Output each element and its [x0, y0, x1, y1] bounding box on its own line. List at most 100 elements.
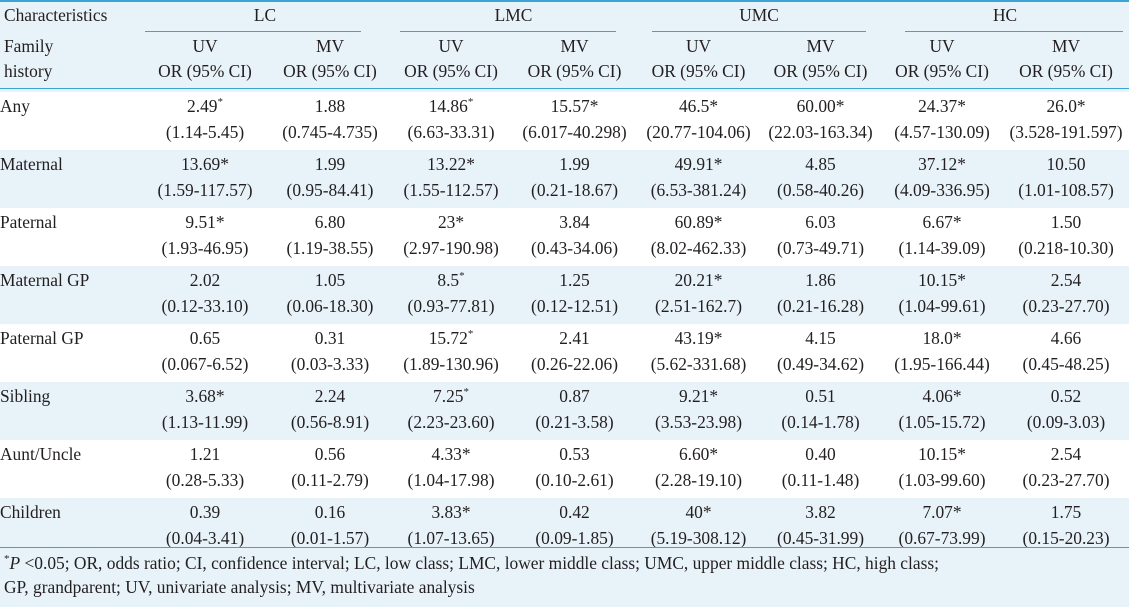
- confidence-interval: (1.93-46.95): [161, 238, 249, 258]
- row-label: Maternal: [0, 150, 140, 208]
- odds-ratio-value: 2.24: [270, 383, 390, 409]
- table-cell: 1.86 (0.21-16.28): [760, 266, 882, 324]
- odds-ratio-number: 0.53: [559, 444, 590, 464]
- significance-marker: *: [217, 96, 223, 109]
- confidence-interval: (1.59-117.57): [157, 180, 253, 200]
- odds-ratio-number: 43.19*: [674, 328, 723, 348]
- group-rule-lc: [145, 31, 361, 32]
- odds-ratio-value: 40*: [637, 499, 760, 525]
- odds-ratio-value: 3.68*: [140, 383, 270, 409]
- odds-ratio-number: 26.0*: [1046, 96, 1086, 116]
- table-cell: 4.15 (0.49-34.62): [760, 324, 882, 382]
- header-family-history-line2: history: [4, 61, 53, 81]
- table-cell: 6.80 (1.19-38.55): [270, 208, 391, 266]
- table-cell: 4.06* (1.05-15.72): [881, 382, 1004, 440]
- odds-ratio-value: 1.50: [1003, 209, 1129, 235]
- odds-ratio-value: 60.00*: [760, 93, 881, 119]
- confidence-interval: (22.03-163.34): [768, 122, 873, 142]
- odds-ratio-value: 60.89*: [637, 209, 760, 235]
- table-cell: 20.21* (2.51-162.7): [637, 266, 761, 324]
- odds-ratio-number: 40*: [685, 502, 712, 522]
- odds-ratio-value: 0.40: [760, 441, 881, 467]
- table-row: Aunt/Uncle 1.21 (0.28-5.33) 0.56 (0.11-2.79)…: [0, 440, 1129, 498]
- confidence-interval: (0.95-84.41): [286, 180, 374, 200]
- odds-ratio-number: 7.25: [433, 386, 464, 406]
- odds-ratio-number: 60.89*: [674, 212, 723, 232]
- table-row: Children 0.39 (0.04-3.41) 0.16 (0.01-1.57) 3.…: [0, 498, 1129, 556]
- confidence-interval: (1.07-13.65): [407, 528, 495, 548]
- footnote-line1: <0.05; OR, odds ratio; CI, confidence in…: [20, 553, 939, 573]
- confidence-interval: (4.09-336.95): [894, 180, 990, 200]
- odds-ratio-value: 24.37*: [881, 93, 1003, 119]
- header-family-history: Family history: [0, 30, 140, 92]
- odds-ratio-value: 9.21*: [637, 383, 760, 409]
- confidence-interval: (2.28-19.10): [655, 470, 742, 490]
- confidence-interval: (0.14-1.78): [781, 412, 860, 432]
- table-cell: 1.99 (0.21-18.67): [512, 150, 638, 208]
- table-cell: 10.15* (1.03-99.60): [881, 440, 1004, 498]
- header-characteristics: Characteristics: [0, 0, 140, 30]
- odds-ratio-number: 15.57*: [550, 96, 599, 116]
- footnote-line2: GP, grandparent; UV, univariate analysis…: [4, 577, 475, 597]
- odds-ratio-value: 1.75: [1003, 499, 1129, 525]
- table-cell: 2.54 (0.23-27.70): [1003, 440, 1129, 498]
- group-rule-umc: [652, 31, 866, 32]
- table-cell: 18.0* (1.95-166.44): [881, 324, 1004, 382]
- table-cell: 60.89* (8.02-462.33): [637, 208, 761, 266]
- odds-ratio-number: 1.50: [1050, 212, 1082, 232]
- confidence-interval: (5.62-331.68): [650, 354, 747, 374]
- odds-ratio-number: 15.72: [428, 328, 468, 348]
- odds-ratio-value: 0.39: [140, 499, 270, 525]
- odds-ratio-value: 6.60*: [637, 441, 760, 467]
- table-row: Sibling 3.68* (1.13-11.99) 2.24 (0.56-8.91) 7…: [0, 382, 1129, 440]
- table-cell: 8.5* (0.93-77.81): [390, 266, 513, 324]
- confidence-interval: (1.13-11.99): [161, 412, 249, 432]
- odds-ratio-number: 37.12*: [918, 154, 966, 174]
- odds-ratio-value: 15.72*: [390, 325, 512, 351]
- odds-ratio-number: 9.51*: [185, 212, 225, 232]
- confidence-interval: (2.97-190.98): [403, 238, 499, 258]
- confidence-interval: (1.04-99.61): [898, 296, 986, 316]
- table-cell: 6.03 (0.73-49.71): [760, 208, 882, 266]
- table-cell: 2.54 (0.23-27.70): [1003, 266, 1129, 324]
- row-label: Paternal: [0, 208, 140, 266]
- odds-ratio-value: 23*: [390, 209, 512, 235]
- confidence-interval: (0.45-31.99): [777, 528, 864, 548]
- confidence-interval: (0.067-6.52): [161, 354, 249, 374]
- table-cell: 13.69* (1.59-117.57): [140, 150, 270, 208]
- odds-ratio-value: 2.41: [512, 325, 637, 351]
- table-cell: 1.25 (0.12-12.51): [512, 266, 638, 324]
- odds-ratio-number: 3.83*: [431, 502, 471, 522]
- odds-ratio-value: 4.85: [760, 151, 881, 177]
- odds-ratio-number: 1.25: [559, 270, 590, 290]
- table-row: Paternal GP 0.65 (0.067-6.52) 0.31 (0.03-3.3…: [0, 324, 1129, 382]
- odds-ratio-value: 3.82: [760, 499, 881, 525]
- confidence-interval: (0.23-27.70): [1022, 296, 1110, 316]
- odds-ratio-value: 43.19*: [637, 325, 760, 351]
- header-sub-lc-mv: MV OR (95% CI): [270, 30, 391, 92]
- row-label: Maternal GP: [0, 266, 140, 324]
- header-bottom-rule: [0, 88, 1129, 89]
- table-cell: 10.15* (1.04-99.61): [881, 266, 1004, 324]
- odds-ratio-value: 13.69*: [140, 151, 270, 177]
- odds-ratio-number: 7.07*: [922, 502, 962, 522]
- table-cell: 3.68* (1.13-11.99): [140, 382, 270, 440]
- confidence-interval: (1.04-17.98): [407, 470, 495, 490]
- confidence-interval: (8.02-462.33): [650, 238, 747, 258]
- confidence-interval: (0.43-34.06): [531, 238, 618, 258]
- table-cell: 4.85 (0.58-40.26): [760, 150, 882, 208]
- confidence-interval: (1.95-166.44): [894, 354, 990, 374]
- odds-ratio-number: 4.06*: [922, 386, 962, 406]
- odds-ratio-value: 18.0*: [881, 325, 1003, 351]
- odds-ratio-number: 0.65: [189, 328, 221, 348]
- table-cell: 9.21* (3.53-23.98): [637, 382, 761, 440]
- table-cell: 4.66 (0.45-48.25): [1003, 324, 1129, 382]
- odds-ratio-value: 0.52: [1003, 383, 1129, 409]
- odds-ratio-number: 13.22*: [427, 154, 475, 174]
- confidence-interval: (0.21-18.67): [531, 180, 618, 200]
- odds-ratio-number: 6.60*: [678, 444, 719, 464]
- confidence-interval: (1.89-130.96): [403, 354, 499, 374]
- confidence-interval: (0.11-2.79): [291, 470, 369, 490]
- significance-marker: *: [463, 386, 469, 399]
- odds-ratio-value: 2.49*: [140, 93, 270, 119]
